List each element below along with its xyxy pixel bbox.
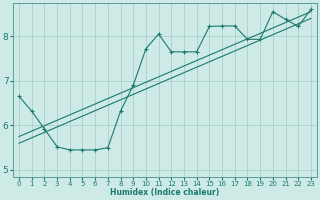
X-axis label: Humidex (Indice chaleur): Humidex (Indice chaleur) — [110, 188, 220, 197]
